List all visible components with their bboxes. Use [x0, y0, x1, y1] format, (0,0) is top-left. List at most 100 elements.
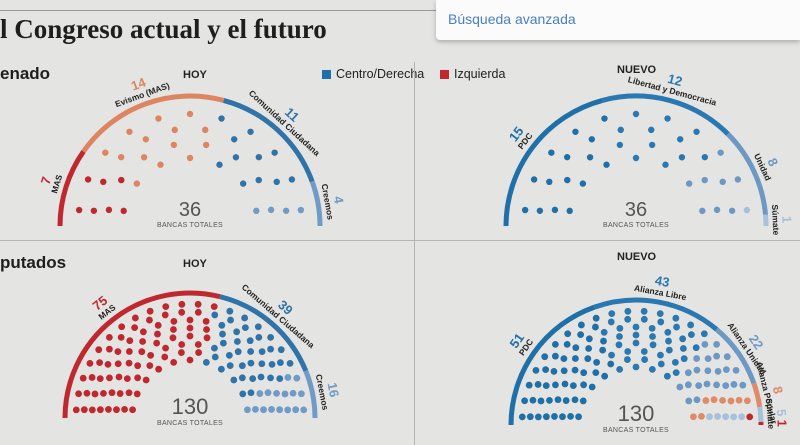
diputados-hoy-seat-mas: [169, 334, 177, 342]
diputados-nuevo-seat-pdc: [525, 381, 533, 389]
diputados-nuevo-seat-alianza-unidad: [704, 367, 712, 375]
diputados-hoy-seat-comunidad-ciudadana: [238, 362, 246, 370]
diputados-hoy-seat-mas: [113, 406, 120, 414]
senado-nuevo-seat-pdc: [530, 176, 538, 183]
diputados-hoy-seat-mas: [106, 345, 113, 353]
diputados-nuevo-seat-pdc: [564, 330, 572, 338]
diputados-nuevo-seat-alianza-libre: [671, 358, 679, 366]
diputados-nuevo-seat-pdc: [551, 413, 558, 420]
senado-hoy-seat-mas: [100, 178, 107, 186]
senado-nuevo-seat-libertad-y-democracia: [616, 141, 624, 149]
diputados-hoy-seat-mas: [133, 390, 141, 398]
diputados-hoy-seat-mas: [178, 341, 186, 348]
diputados-nuevo-seat-pdc: [585, 335, 593, 343]
diputados-nuevo-label-sumate: Súmate: [764, 398, 777, 430]
advanced-search-link[interactable]: Búsqueda avanzada: [448, 11, 576, 27]
diputados-hoy-seat-mas: [88, 406, 96, 414]
diputados-hoy-seat-comunidad-ciudadana: [226, 362, 234, 370]
senado-hoy-seat-comunidad-ciudadana: [239, 180, 247, 187]
diputados-nuevo-seat-pdc: [601, 372, 609, 380]
diputados-nuevo-seat-pdc: [554, 396, 562, 404]
senate-nuevo-label: NUEVO: [617, 64, 657, 76]
diputados-hoy-seat-mas: [186, 324, 194, 332]
diputados-nuevo-seat-alianza-libre: [632, 363, 640, 371]
diputados-hoy-seat-mas: [108, 389, 116, 397]
diputados-hoy-seat-comunidad-ciudadana: [233, 328, 241, 336]
diputados-nuevo-seat-alianza-unidad: [703, 380, 711, 388]
senado-hoy-seat-comunidad-ciudadana: [271, 149, 278, 156]
diputados-hoy-seat-comunidad-ciudadana: [247, 348, 255, 355]
diputados-nuevo-arc-pdc-0: [508, 304, 596, 426]
senado-hoy-seat-comunidad-ciudadana: [273, 178, 280, 186]
diputados-nuevo-seat-pdc: [560, 355, 568, 363]
senado-hoy-total-label: BANCAS TOTALES: [157, 222, 223, 229]
diputados-nuevo-value-pdc: 51: [507, 330, 528, 350]
diputados-hoy-seat-mas: [153, 339, 161, 347]
senado-nuevo-seat-pdc: [546, 178, 553, 186]
diputados-hoy-seat-comunidad-ciudadana: [211, 311, 219, 319]
senado-hoy-seat-creemos: [267, 206, 275, 214]
senado-nuevo-seat-libertad-y-democracia: [664, 115, 671, 122]
diputados-nuevo-seat-pdc: [607, 360, 615, 368]
diputados-hoy-seat-mas: [170, 317, 178, 325]
diputados-nuevo-seat-pdc: [571, 366, 579, 374]
diputados-hoy-seat-creemos: [293, 374, 301, 382]
senado-nuevo-seat-pdc: [551, 206, 559, 214]
diputados-nuevo-seat-alianza-unidad: [722, 366, 730, 374]
senado-nuevo-seat-sumate: [743, 206, 751, 214]
diputados-nuevo-seat-alianza-unidad: [713, 381, 720, 389]
senado-hoy-seat-evismo-mas: [102, 149, 109, 156]
diputados-nuevo-seat-alianza-unidad: [722, 382, 730, 390]
diputados-nuevo-value-other: 1: [775, 419, 790, 426]
diputados-hoy-seat-mas: [162, 344, 169, 352]
senado-hoy-seat-comunidad-ciudadana: [255, 153, 263, 161]
diputados-nuevo-seat-alianza-libre: [648, 324, 656, 332]
diputados-hoy-seat-mas: [186, 356, 194, 364]
diputados-hoy-seat-mas: [161, 353, 169, 361]
diputados-nuevo-seat-sumate: [722, 413, 730, 421]
diputados-nuevo-seat-alianza-popular: [727, 397, 735, 405]
senado-nuevo-seat-pdc: [548, 149, 555, 156]
diputados-nuevo-seat-alianza-libre: [657, 318, 665, 326]
diputados-hoy-seat-mas: [210, 303, 218, 311]
senado-nuevo-seat-libertad-y-democracia: [648, 141, 656, 149]
diputados-nuevo-seat-pdc: [580, 369, 588, 377]
diputados-nuevo-total-label: BANCAS TOTALES: [603, 427, 669, 434]
diputados-hoy-seat-creemos: [244, 406, 251, 414]
diputados-hoy-seat-mas: [154, 330, 161, 338]
diputados-nuevo-seat-alianza-libre: [616, 324, 624, 332]
diputados-hoy-seat-comunidad-ciudadana: [219, 330, 226, 338]
diputados-hoy-seat-comunidad-ciudadana: [219, 339, 227, 347]
senado-nuevo-seat-libertad-y-democracia: [632, 154, 640, 162]
senado-nuevo-value-sumate: 1: [779, 216, 794, 224]
diputados-hoy-seat-mas: [79, 374, 87, 382]
legend-item-centro-derecha: Centro/Derecha: [322, 67, 424, 81]
senado-nuevo-seat-unidad: [734, 176, 742, 183]
senado-nuevo-seat-libertad-y-democracia: [693, 128, 700, 135]
diputados-hoy-seat-mas: [91, 390, 99, 398]
diputados-nuevo-seat-alianza-libre: [663, 372, 671, 380]
senado-hoy-value-evismo-mas: 14: [129, 74, 148, 93]
diputados-nuevo-seat-other: [746, 413, 754, 421]
diputados-hoy-seat-mas: [104, 361, 112, 368]
senado-nuevo-seat-unidad: [719, 178, 726, 186]
legend-item-izquierda: Izquierda: [440, 67, 505, 81]
diputados-nuevo-seat-alianza-libre: [672, 369, 680, 377]
diputados-hoy-seat-mas: [105, 406, 112, 413]
diputados-nuevo-seat-pdc: [542, 382, 550, 390]
senado-nuevo-seat-libertad-y-democracia: [632, 110, 640, 118]
diputados-nuevo-seat-alianza-libre: [624, 307, 632, 315]
diputados-hoy-seat-mas: [114, 348, 122, 356]
senado-hoy-seat-creemos: [253, 207, 260, 215]
senado-nuevo-seat-pdc: [601, 115, 608, 122]
diputados-hoy-arc-creemos-2: [303, 369, 318, 419]
senado-hoy-seat-mas: [118, 176, 125, 184]
diputados-nuevo-seat-pdc: [560, 367, 568, 375]
diputados-hoy-seat-mas: [134, 362, 142, 370]
diputados-hoy-seat-creemos: [284, 406, 292, 414]
diputados-hoy-seat-mas: [203, 334, 211, 342]
senado-hoy-arc-creemos-3: [309, 180, 323, 227]
senado-hoy-seat-evismo-mas: [117, 153, 125, 161]
diputados-nuevo-seat-alianza-libre: [624, 348, 632, 355]
diputados-hoy-seat-comunidad-ciudadana: [267, 374, 274, 382]
